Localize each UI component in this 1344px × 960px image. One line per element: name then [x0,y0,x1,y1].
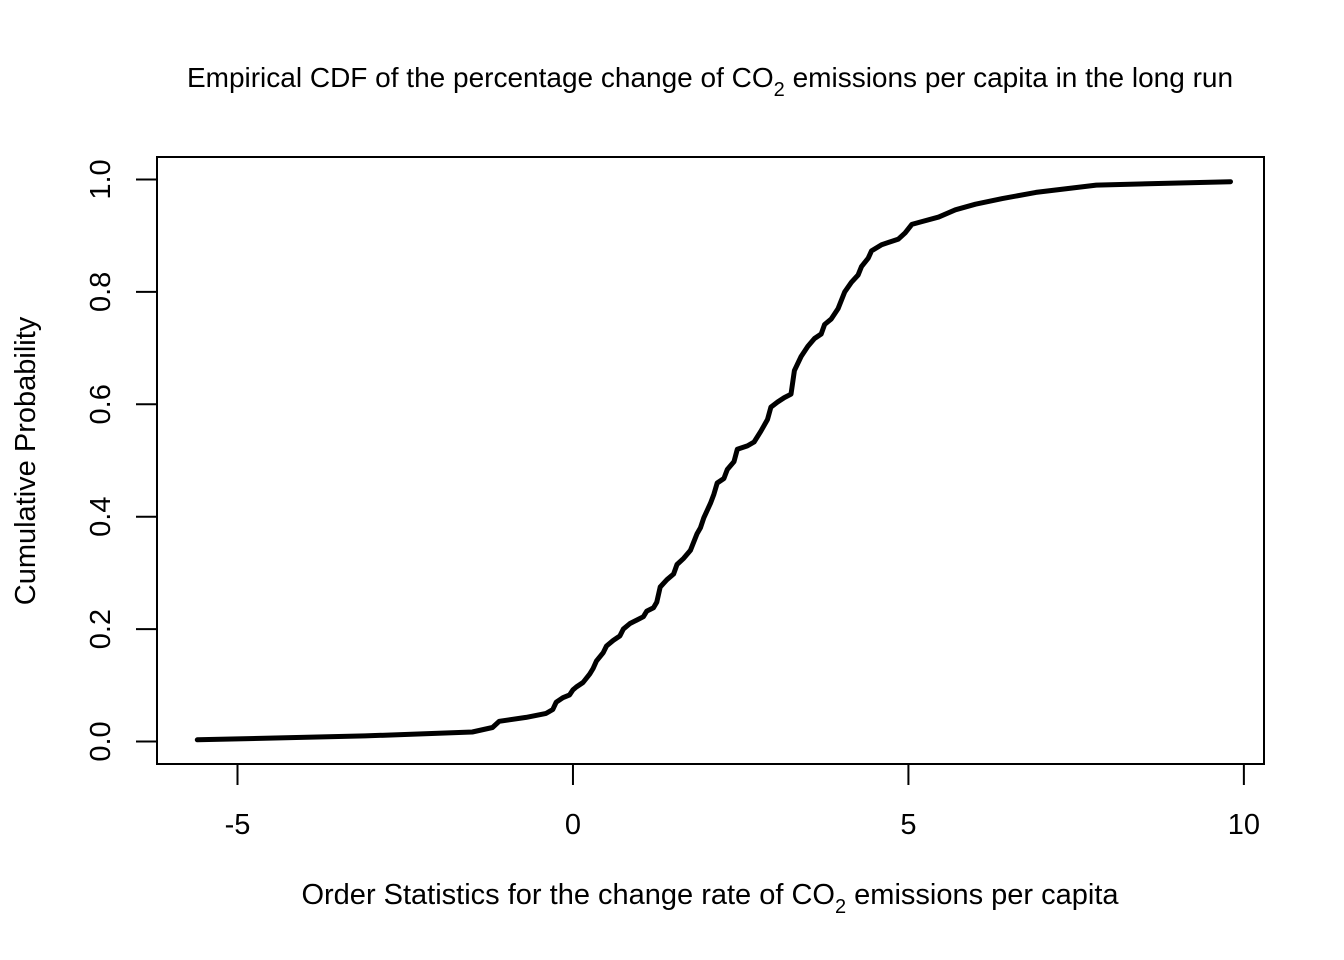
y-tick-label: 0.6 [85,384,117,424]
x-axis-title-suffix: emissions per capita [846,879,1119,911]
x-tick-label: -5 [225,809,251,841]
y-tick-label: 0.8 [85,272,117,312]
chart-title-prefix: Empirical CDF of the percentage change o… [187,62,774,93]
x-axis-title-subscript: 2 [835,896,846,918]
y-axis-title: Cumulative Probability [10,316,42,605]
chart-title-suffix: emissions per capita in the long run [785,62,1233,93]
x-axis-title: Order Statistics for the change rate of … [301,879,1119,918]
x-tick-label: 10 [1228,809,1260,841]
x-axis-title-prefix: Order Statistics for the change rate of … [301,879,835,911]
y-tick-label: 0.0 [85,721,117,761]
y-axis: 0.0 0.2 0.4 0.6 0.8 1.0 [85,159,158,762]
x-axis: -5 0 5 10 [225,763,1260,841]
x-tick-label: 0 [565,809,581,841]
ecdf-series-line [194,179,1233,743]
chart-title: Empirical CDF of the percentage change o… [187,62,1233,101]
chart-title-subscript: 2 [774,79,785,101]
y-tick-label: 0.4 [85,497,117,537]
y-tick-label: 0.2 [85,609,117,649]
plot-frame [156,156,1265,765]
y-tick-label: 1.0 [85,159,117,199]
x-tick-label: 5 [900,809,916,841]
